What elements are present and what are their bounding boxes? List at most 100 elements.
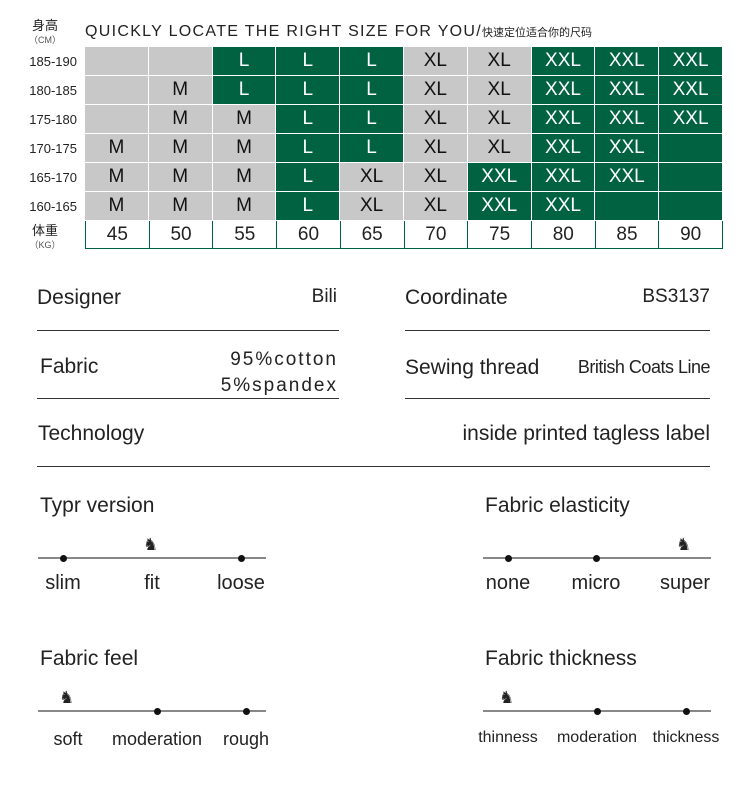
coordinate-label: Coordinate xyxy=(405,286,508,309)
scale-title: Typr version xyxy=(40,494,155,517)
size-cell: XL xyxy=(403,105,468,134)
size-cell: XL xyxy=(403,192,468,221)
size-row: 185-190 L L L XL XL XXL XXL XXL xyxy=(29,47,723,76)
size-cell: XXL xyxy=(595,163,660,192)
size-cell: M xyxy=(148,163,213,192)
size-cell: XL xyxy=(467,134,532,163)
designer-value: Bili xyxy=(311,286,337,307)
scale-option: moderation xyxy=(111,729,203,749)
size-cell xyxy=(85,105,149,134)
size-cell: XL xyxy=(340,163,404,192)
size-cell: XXL xyxy=(531,163,596,192)
marker-icon[interactable]: ♞ xyxy=(676,535,692,554)
scale-option: slim xyxy=(45,572,81,594)
size-cell: XXL xyxy=(531,47,596,76)
fabric-label: Fabric xyxy=(40,355,99,378)
scale-dot xyxy=(593,555,600,562)
scale-track xyxy=(38,557,266,559)
size-cell: XXL xyxy=(595,76,660,105)
size-cell: L xyxy=(276,163,341,192)
sewing-thread-value: British Coats Line xyxy=(577,357,711,377)
size-cell: L xyxy=(276,76,341,105)
scale-option: super xyxy=(659,572,711,594)
scale-title: Fabric elasticity xyxy=(485,494,630,517)
scale-option: none xyxy=(485,572,531,594)
weight-cell: 55 xyxy=(212,221,277,249)
scale-dot xyxy=(154,708,161,715)
size-cell xyxy=(595,192,660,221)
weight-cell: 80 xyxy=(530,221,595,249)
scale-option: fit xyxy=(144,572,160,594)
marker-icon[interactable]: ♞ xyxy=(143,535,159,554)
size-cell: M xyxy=(148,192,213,221)
height-header: 身高 （CM） xyxy=(29,18,61,46)
size-cell: L xyxy=(276,192,341,221)
designer-label: Designer xyxy=(37,286,122,309)
size-cell: L xyxy=(276,134,341,163)
height-range-label: 185-190 xyxy=(29,54,77,69)
scale-dot xyxy=(683,708,690,715)
size-cell: L xyxy=(340,134,404,163)
size-row: 180-185 M L L L XL XL XXL XXL XXL xyxy=(29,76,723,105)
scale-title: Fabric thickness xyxy=(485,647,637,670)
size-cell: XL xyxy=(403,134,468,163)
height-range-label: 175-180 xyxy=(29,112,77,127)
size-cell: L xyxy=(212,76,277,105)
size-cell: L xyxy=(276,105,341,134)
weight-cell: 85 xyxy=(594,221,659,249)
size-cell: XXL xyxy=(595,47,660,76)
size-cell: M xyxy=(148,105,213,134)
size-row: 175-180 M M L L XL XL XXL XXL XXL xyxy=(29,105,723,134)
height-range-label: 160-165 xyxy=(29,199,77,214)
scale-dot xyxy=(238,555,245,562)
size-cell: L xyxy=(276,47,341,76)
scale-option: thickness xyxy=(652,729,720,746)
size-cell: M xyxy=(212,163,277,192)
technology-label: Technology xyxy=(38,422,145,445)
size-cell: XXL xyxy=(531,105,596,134)
size-cell: M xyxy=(85,163,149,192)
size-cell: L xyxy=(340,76,404,105)
height-range-label: 165-170 xyxy=(29,170,77,185)
size-cell: XL xyxy=(467,76,532,105)
scale-track xyxy=(38,710,266,712)
size-cell: M xyxy=(212,105,277,134)
size-cell: XXL xyxy=(531,192,596,221)
size-cell: M xyxy=(148,76,213,105)
size-cell: L xyxy=(212,47,277,76)
scale-dot xyxy=(594,708,601,715)
size-cell: M xyxy=(148,134,213,163)
size-chart-title: QUICKLY LOCATE THE RIGHT SIZE FOR YOU/快速… xyxy=(85,23,593,40)
scale-option: soft xyxy=(53,729,83,749)
divider xyxy=(405,330,710,331)
marker-icon[interactable]: ♞ xyxy=(59,688,75,707)
divider xyxy=(37,398,339,399)
scale-option: loose xyxy=(217,572,265,594)
height-range-label: 180-185 xyxy=(29,83,77,98)
scale-title: Fabric feel xyxy=(40,647,139,670)
size-cell: XL xyxy=(403,47,468,76)
size-cell xyxy=(659,134,723,163)
divider xyxy=(37,330,339,331)
sewing-thread-label: Sewing thread xyxy=(405,356,540,379)
size-cell xyxy=(659,163,723,192)
size-cell: M xyxy=(85,192,149,221)
size-cell xyxy=(85,47,149,76)
size-cell: XXL xyxy=(467,163,532,192)
divider xyxy=(37,466,710,467)
size-cell xyxy=(659,192,723,221)
marker-icon[interactable]: ♞ xyxy=(499,688,515,707)
size-cell: XL xyxy=(467,47,532,76)
weight-row: 45 50 55 60 65 70 75 80 85 90 xyxy=(85,221,724,250)
technology-value: inside printed tagless label xyxy=(462,422,711,445)
size-row: 170-175 M M M L L XL XL XXL XXL xyxy=(29,134,723,163)
size-cell: XL xyxy=(403,76,468,105)
size-row: 160-165 M M M L XL XL XXL XXL xyxy=(29,192,723,221)
size-row: 165-170 M M M L XL XL XXL XXL XXL xyxy=(29,163,723,192)
size-cell: XXL xyxy=(531,76,596,105)
weight-cell: 45 xyxy=(85,221,149,249)
size-cell xyxy=(148,47,213,76)
scale-option: micro xyxy=(571,572,621,594)
scale-option: rough xyxy=(222,729,270,749)
size-grid: 185-190 L L L XL XL XXL XXL XXL 180-185 M L L L XL XL XX… xyxy=(29,47,724,250)
